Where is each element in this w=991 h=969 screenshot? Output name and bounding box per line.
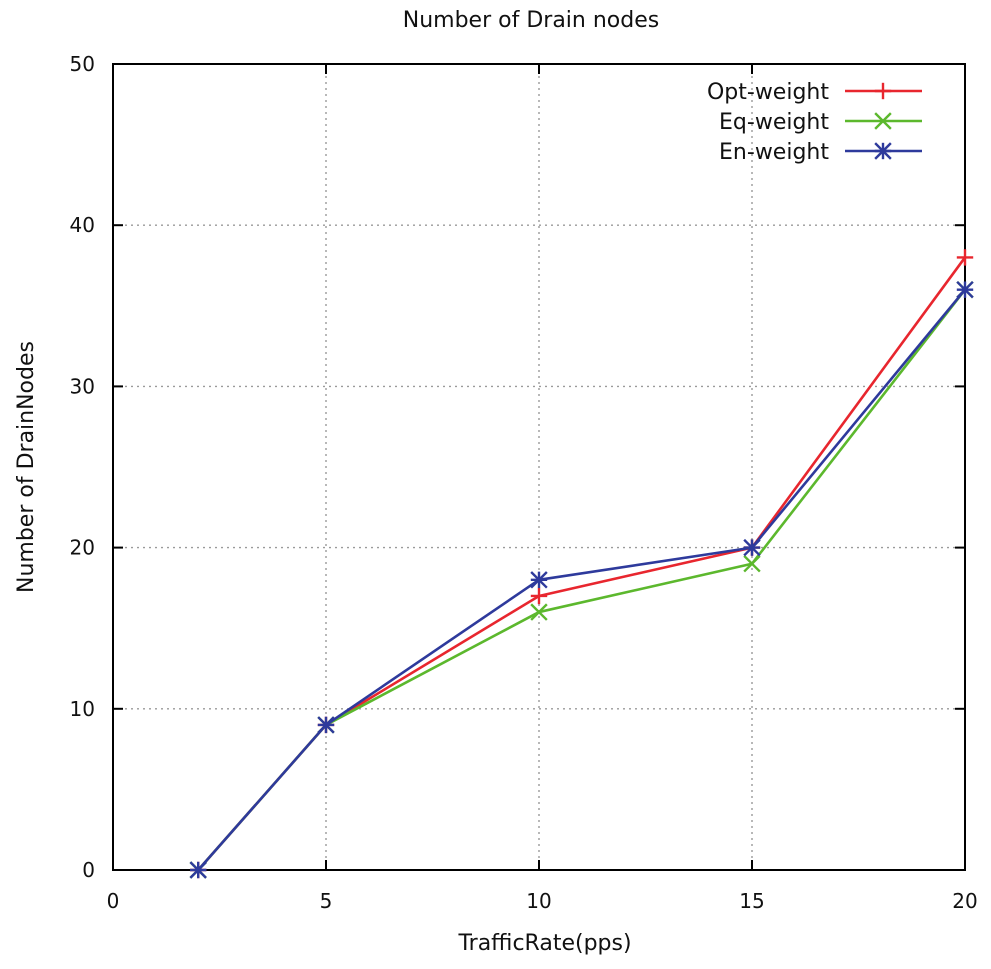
x-tick-label: 5 — [320, 889, 333, 913]
data-point-opt-weight — [530, 587, 548, 605]
axis-ticks: 0 5 10 15 20 0 10 20 30 40 50 — [70, 52, 978, 913]
x-tick-label: 0 — [107, 889, 120, 913]
y-tick-label: 10 — [70, 697, 95, 721]
legend: Opt-weight Eq-weight En-weight — [707, 80, 922, 165]
data-point-en-weight — [956, 280, 974, 299]
series-line-opt-weight — [197, 256, 967, 871]
series-line-en-weight — [197, 288, 967, 871]
data-point-en-weight — [530, 571, 548, 589]
legend-marker — [874, 82, 892, 100]
legend-marker — [874, 112, 892, 130]
y-tick-label: 30 — [70, 374, 95, 398]
x-axis-label: TrafficRate(pps) — [457, 931, 631, 956]
chart-title: Number of Drain nodes — [403, 8, 659, 33]
series-eq-weight — [189, 280, 974, 879]
series-opt-weight — [189, 249, 974, 879]
x-tick-label: 10 — [526, 889, 551, 913]
data-point-eq-weight — [743, 555, 761, 573]
data-point-opt-weight — [956, 249, 974, 266]
series-lines — [189, 249, 974, 879]
legend-label: En-weight — [719, 140, 829, 165]
legend-label: Opt-weight — [707, 80, 829, 105]
x-tick-label: 20 — [952, 889, 977, 913]
series-en-weight — [189, 280, 974, 879]
legend-label: Eq-weight — [719, 110, 829, 135]
data-point-en-weight — [743, 538, 761, 557]
x-tick-label: 15 — [739, 889, 764, 913]
grid-lines — [113, 64, 965, 870]
legend-marker — [874, 142, 892, 160]
data-point-en-weight — [317, 716, 335, 734]
y-axis-label: Number of DrainNodes — [14, 341, 39, 593]
y-tick-label: 50 — [70, 52, 95, 76]
y-tick-label: 0 — [82, 858, 95, 882]
y-tick-label: 40 — [70, 213, 95, 237]
series-line-eq-weight — [197, 288, 967, 871]
y-tick-label: 20 — [70, 536, 95, 560]
data-point-eq-weight — [530, 603, 548, 621]
data-point-en-weight — [189, 861, 207, 879]
